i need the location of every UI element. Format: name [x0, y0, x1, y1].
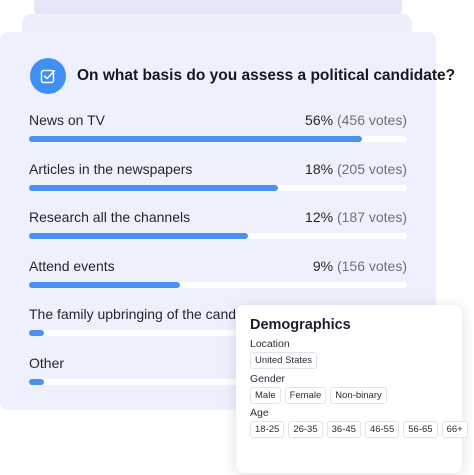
age-chip[interactable]: 56-65 [403, 421, 438, 438]
option-votes: (156 votes) [336, 258, 407, 274]
location-chip[interactable]: United States [250, 352, 318, 369]
option-progress-track [29, 136, 407, 142]
poll-question: On what basis do you assess a political … [77, 67, 456, 84]
checkbox-icon [30, 58, 66, 94]
option-label: Attend events [29, 258, 115, 274]
option-label: Articles in the newspapers [29, 161, 193, 177]
option-stat: 12% (187 votes) [305, 209, 407, 225]
age-chip[interactable]: 66+ [441, 421, 468, 438]
option-progress-track [29, 185, 407, 191]
option-progress-fill [29, 330, 45, 336]
gender-label: Gender [250, 373, 286, 385]
option-progress-track [29, 282, 407, 288]
option-progress-fill [29, 136, 362, 142]
option-stat: 18% (205 votes) [305, 161, 407, 177]
option-percent: 56% [305, 112, 334, 128]
age-label: Age [250, 407, 269, 419]
option-label: Research all the channels [29, 209, 191, 225]
demographics-title: Demographics [250, 317, 351, 333]
option-label: News on TV [29, 112, 105, 128]
option-stat: 56% (456 votes) [305, 112, 407, 128]
location-chips: United States [250, 352, 318, 369]
gender-chip[interactable]: Non-binary [330, 387, 387, 404]
option-label: The family upbringing of the candidate [29, 306, 235, 322]
gender-chip[interactable]: Female [284, 387, 327, 404]
option-label: Other [29, 355, 65, 371]
gender-chip[interactable]: Male [250, 387, 281, 404]
age-chip[interactable]: 26-35 [288, 421, 323, 438]
option-stat: 9% (156 votes) [313, 258, 407, 274]
option-progress-track [29, 233, 407, 239]
option-progress-fill [29, 233, 249, 239]
option-votes: (456 votes) [336, 112, 407, 128]
option-progress-fill [29, 282, 181, 288]
option-percent: 18% [305, 161, 334, 177]
age-chip[interactable]: 36-45 [326, 421, 361, 438]
location-label: Location [250, 338, 290, 350]
option-progress-track [29, 379, 407, 385]
option-progress-fill [29, 379, 45, 385]
age-chip[interactable]: 46-55 [364, 421, 400, 438]
option-votes: (205 votes) [336, 161, 407, 177]
demographics-panel: Demographics Location United States Gend… [236, 305, 468, 473]
age-chip[interactable]: 18-25 [250, 421, 285, 438]
stacked-card-back [34, 0, 402, 18]
option-percent: 12% [305, 209, 334, 225]
age-chips: 18-25 26-35 36-45 46-55 56-65 66+ [250, 421, 468, 438]
gender-chips: Male Female Non-binary [250, 387, 387, 404]
option-percent: 9% [312, 258, 334, 274]
option-progress-fill [29, 185, 279, 191]
option-votes: (187 votes) [336, 209, 407, 225]
option-progress-track [29, 330, 407, 336]
